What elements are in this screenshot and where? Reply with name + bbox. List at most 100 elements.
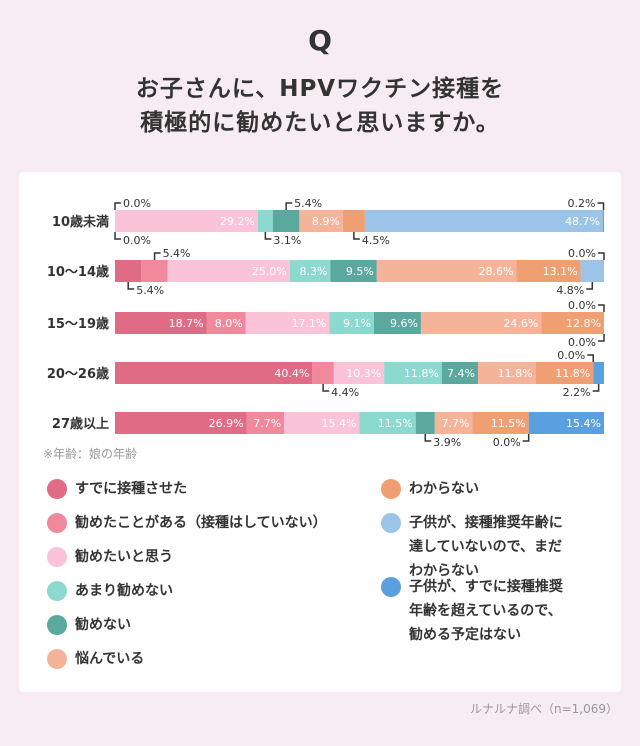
bar-value-label: 12.8% — [566, 317, 601, 330]
category-label: 20～26歳 — [47, 366, 109, 382]
legend-item-too_young: 子供が、接種推奨年齢に 達していないので、まだ わからない — [381, 511, 563, 583]
legend-label: 勧めたいと思う — [75, 549, 173, 565]
legend-label: 子供が、すでに接種推奨 年齢を超えているので、 勧める予定はない — [409, 579, 563, 643]
callout-line — [522, 434, 530, 442]
bar-segment — [535, 362, 594, 384]
category-label: 15～19歳 — [47, 316, 109, 332]
legend-label: すでに接種させた — [75, 481, 188, 497]
legend-item-not: 勧めない — [47, 613, 131, 637]
callout-label: 4.5% — [362, 234, 390, 247]
bar-segment — [434, 412, 473, 434]
bar-segment — [329, 312, 374, 334]
bar-value-label: 28.6% — [479, 265, 514, 278]
bar-segment — [115, 260, 142, 282]
callout-label: 3.1% — [273, 234, 301, 247]
bar-value-label: 9.5% — [346, 265, 374, 278]
bar-value-label: 25.0% — [252, 265, 287, 278]
bar-value-label: 8.0% — [215, 317, 243, 330]
legend-label: 子供が、接種推奨年齢に 達していないので、まだ わからない — [409, 515, 563, 579]
callout-line — [586, 282, 594, 290]
callout-label: 2.2% — [563, 386, 591, 399]
bar-value-label: 29.2% — [220, 215, 255, 228]
legend-label: 勧めたことがある（接種はしていない） — [75, 515, 327, 531]
bar-value-label: 17.1% — [291, 317, 326, 330]
bar-segment — [472, 412, 529, 434]
callout-label: 0.0% — [493, 436, 521, 449]
legend-item-too_old: 子供が、すでに接種推奨 年齢を超えているので、 勧める予定はない — [381, 575, 563, 647]
bar-value-label: 24.6% — [503, 317, 538, 330]
bar-segment — [441, 362, 478, 384]
bar-segment — [364, 210, 604, 232]
bar-segment — [115, 312, 207, 334]
bar-segment — [206, 312, 246, 334]
bar-segment — [528, 412, 604, 434]
bar-value-label: 15.4% — [322, 417, 357, 430]
callout-label: 0.0% — [568, 336, 596, 349]
callout-label: 4.8% — [556, 284, 584, 297]
bar-value-label: 18.7% — [169, 317, 204, 330]
legend-swatch — [47, 479, 67, 499]
bar-segment — [272, 210, 300, 232]
callout-line — [592, 384, 600, 392]
bar-segment — [593, 362, 604, 384]
category-label: 27歳以上 — [52, 416, 109, 432]
callout-line — [424, 434, 432, 442]
bar-value-label: 48.7% — [565, 215, 600, 228]
bar-segment — [415, 412, 435, 434]
callout-label: 4.4% — [331, 386, 359, 399]
legend-swatch — [381, 479, 401, 499]
bar-segment — [246, 412, 285, 434]
callout-line — [598, 304, 605, 312]
callout-label: 0.0% — [123, 197, 151, 210]
bar-value-label: 11.5% — [491, 417, 526, 430]
bar-segment — [115, 412, 247, 434]
callout-label: 0.0% — [123, 234, 151, 247]
legend-swatch — [47, 581, 67, 601]
callout-line — [127, 282, 135, 290]
callout-line — [598, 252, 605, 260]
bar-segment — [376, 260, 517, 282]
legend-item-want: 勧めたいと思う — [47, 545, 173, 569]
bar-segment — [115, 362, 313, 384]
legend-label: わからない — [409, 481, 479, 497]
callout-label: 5.4% — [136, 284, 164, 297]
legend-label: 勧めない — [75, 617, 131, 633]
bar-value-label: 10.3% — [346, 367, 381, 380]
legend-item-not_much: あまり勧めない — [47, 579, 173, 603]
bar-segment — [477, 362, 536, 384]
callout-line — [285, 202, 293, 210]
bar-value-label: 40.4% — [274, 367, 309, 380]
bar-value-label: 8.3% — [299, 265, 327, 278]
callout-line — [353, 232, 360, 240]
legend-swatch — [47, 649, 67, 669]
bar-value-label: 9.1% — [343, 317, 371, 330]
bar-segment — [245, 312, 330, 334]
bar-segment — [359, 412, 416, 434]
bar-value-label: 9.6% — [390, 317, 418, 330]
callout-label: 0.0% — [568, 247, 596, 260]
callout-line — [264, 232, 272, 240]
source-note: ルナルナ調べ（n=1,069） — [469, 702, 618, 716]
bar-segment — [580, 260, 604, 282]
bar-segment — [420, 312, 542, 334]
callout-label: 5.4% — [163, 247, 191, 260]
legend-item-want_but_not: 勧めたことがある（接種はしていない） — [47, 511, 327, 535]
bar-segment — [141, 260, 168, 282]
legend-swatch — [47, 615, 67, 635]
bar-segment — [289, 260, 331, 282]
legend-item-unknown: わからない — [381, 477, 479, 501]
bar-segment — [167, 260, 290, 282]
bar-value-label: 7.7% — [253, 417, 281, 430]
page-title: お子さんに、HPVワクチン接種を 積極的に勧めたいと思いますか。 — [135, 76, 505, 136]
bar-value-label: 26.9% — [209, 417, 244, 430]
callout-line — [587, 354, 595, 362]
bar-value-label: 8.9% — [312, 215, 340, 228]
legend-label: 悩んでいる — [75, 651, 145, 667]
bar-segment — [330, 260, 377, 282]
age-note: ※年齢：娘の年齢 — [43, 446, 137, 461]
callout-line — [598, 334, 605, 342]
chart-card: 10歳未満 29.2% 8.9% 48.7% 0.0% 0.0% 3.1% 5.4% 4.5% 0… — [19, 172, 621, 692]
callout-line — [597, 202, 605, 210]
bar-segment — [342, 210, 365, 232]
category-label: 10～14歳 — [47, 264, 109, 280]
